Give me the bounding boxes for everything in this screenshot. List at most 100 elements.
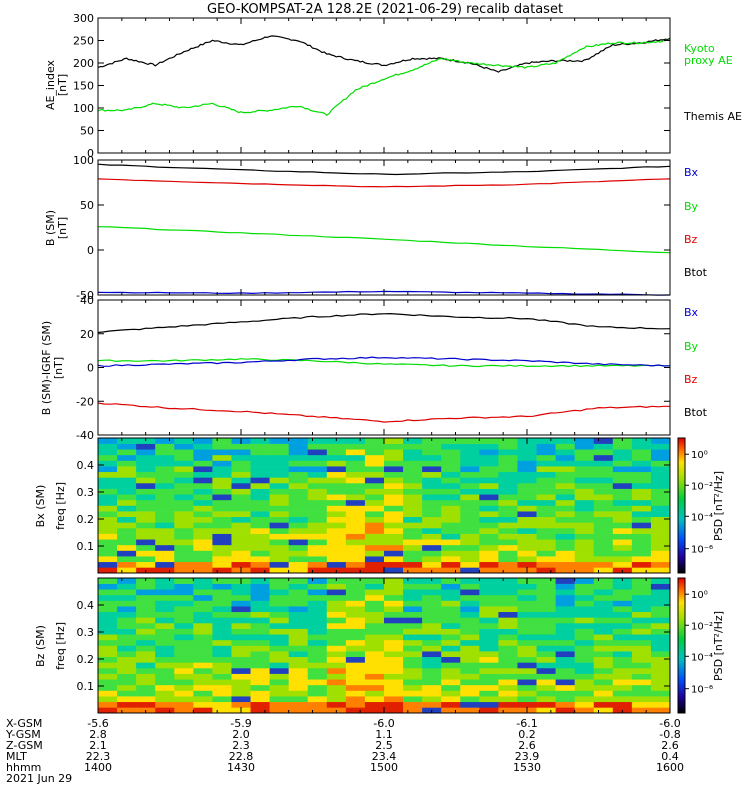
spectrogram-cell [98, 606, 118, 613]
spectrogram-cell [631, 617, 652, 624]
spectrogram-cell [403, 628, 423, 635]
x-table-cell: -5.6 [87, 717, 108, 730]
spectrogram-cell [631, 651, 652, 658]
spectrogram-cell [536, 488, 556, 495]
spectrogram-cell [98, 539, 118, 546]
series-line-bx [97, 356, 671, 367]
spectrogram-cell [403, 594, 423, 601]
spectrogram-cell [212, 522, 232, 529]
spectrogram-cell [364, 662, 385, 669]
spectrogram-cell [517, 617, 537, 624]
bx-colorbar [677, 437, 686, 574]
spectrogram-cell [441, 539, 461, 546]
spectrogram-cell [250, 556, 270, 563]
spectrogram-cell [612, 583, 633, 590]
spectrogram-cell [384, 483, 404, 489]
spectrogram-cell [193, 556, 213, 563]
spectrogram-cell [231, 617, 251, 624]
spectrogram-cell [345, 499, 366, 506]
spectrogram-cell [307, 550, 328, 557]
spectrogram-cell [555, 494, 575, 501]
spectrogram-cell [422, 539, 442, 546]
spectrogram-cell [612, 505, 633, 512]
spectrogram-cell [422, 696, 442, 703]
spectrogram-cell [441, 701, 461, 708]
spectrogram-cell [307, 623, 328, 629]
spectrogram-cell [345, 539, 366, 546]
spectrogram-cell [155, 696, 175, 703]
spectrogram-cell [307, 466, 328, 473]
spectrogram-cell [403, 567, 423, 574]
spectrogram-cell [326, 477, 347, 484]
spectrogram-cell [136, 673, 156, 680]
spectrogram-cell [555, 701, 575, 708]
spectrogram-cell [174, 505, 194, 512]
spectrogram-cell [574, 454, 595, 461]
spectrogram-cell [403, 516, 423, 523]
spectrogram-cell [98, 511, 118, 518]
spectrogram-cell [231, 668, 251, 674]
spectrogram-cell [631, 539, 652, 546]
spectrogram-cell [117, 611, 137, 618]
spectrogram-cell [117, 460, 137, 467]
y-tick-label: 0.2 [77, 513, 95, 526]
spectrogram-cell [650, 662, 671, 669]
spectrogram-cell [136, 639, 156, 646]
spectrogram-cell [307, 438, 328, 444]
spectrogram-cell [155, 539, 175, 546]
spectrogram-cell [574, 594, 595, 601]
spectrogram-cell [517, 449, 537, 456]
spectrogram-cell [345, 645, 366, 652]
spectrogram-cell [441, 594, 461, 601]
spectrogram-cell [155, 623, 175, 629]
spectrogram-cell [555, 606, 575, 613]
spectrogram-cell [422, 656, 442, 663]
spectrogram-cell [345, 443, 366, 450]
spectrogram-cell [574, 466, 595, 473]
spectrogram-cell [536, 556, 556, 563]
spectrogram-cell [574, 668, 595, 674]
spectrogram-cell [460, 645, 480, 652]
spectrogram-cell [536, 594, 556, 601]
spectrogram-cell [136, 550, 156, 557]
spectrogram-cell [498, 522, 518, 529]
spectrogram-cell [250, 505, 270, 512]
spectrogram-cell [269, 656, 289, 663]
spectrogram-cell [364, 499, 385, 506]
spectrogram-cell [593, 499, 614, 506]
spectrogram-cell [555, 578, 575, 584]
spectrogram-cell [555, 651, 575, 658]
spectrogram-cell [441, 639, 461, 646]
spectrogram-cell [307, 639, 328, 646]
spectrogram-cell [117, 634, 137, 641]
spectrogram-cell [593, 696, 614, 703]
spectrogram-cell [422, 528, 442, 534]
spectrogram-cell [384, 528, 404, 534]
spectrogram-cell [269, 578, 289, 584]
spectrogram-cell [307, 668, 328, 674]
spectrogram-cell [517, 656, 537, 663]
spectrogram-cell [650, 696, 671, 703]
spectrogram-cell [98, 466, 118, 473]
spectrogram-cell [384, 505, 404, 512]
spectrogram-cell [479, 488, 499, 495]
spectrogram-cell [269, 707, 289, 714]
y-tick-label: 100 [73, 154, 94, 167]
spectrogram-cell [307, 556, 328, 563]
spectrogram-cell [193, 617, 213, 624]
spectrogram-cell [364, 561, 385, 568]
spectrogram-cell [212, 684, 232, 691]
spectrogram-cell [517, 606, 537, 613]
spectrogram-cell [212, 645, 232, 652]
spectrogram-cell [384, 617, 404, 624]
spectrogram-cell [460, 544, 480, 551]
spectrogram-cell [288, 511, 309, 518]
spectrogram-cell [136, 611, 156, 618]
spectrogram-cell [345, 701, 366, 708]
spectrogram-cell [326, 594, 347, 601]
spectrogram-cell [193, 634, 213, 641]
spectrogram-cell [650, 589, 671, 596]
spectrogram-cell [536, 600, 556, 607]
spectrogram-cell [98, 600, 118, 607]
